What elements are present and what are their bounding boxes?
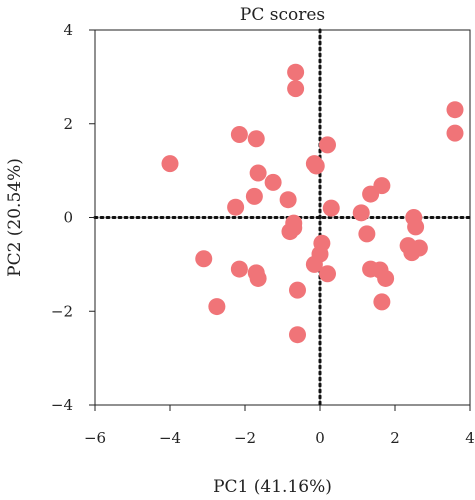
data-point [446, 101, 464, 119]
data-point [322, 199, 340, 217]
x-tick-label: 0 [315, 429, 325, 447]
data-point [373, 293, 391, 311]
y-axis-title: PC2 (20.54%) [5, 158, 25, 277]
x-axis-title: PC1 (41.16%) [213, 477, 332, 497]
data-point [287, 80, 305, 98]
data-point [373, 177, 391, 195]
data-point [195, 250, 213, 268]
x-tick-label: 4 [465, 429, 475, 447]
data-point [247, 130, 265, 148]
y-tick-label: 4 [63, 21, 73, 39]
data-point [410, 239, 428, 257]
y-tick-label: −4 [51, 396, 73, 414]
data-point [377, 269, 395, 287]
y-tick-label: 0 [63, 209, 73, 227]
data-point [446, 124, 464, 142]
data-point [249, 164, 267, 182]
y-tick-label: −2 [51, 302, 73, 320]
data-point [208, 298, 226, 316]
data-points [161, 63, 464, 344]
y-tick-label: 2 [63, 115, 73, 133]
x-tick-label: −6 [84, 429, 106, 447]
data-point [307, 157, 325, 175]
chart-title: PC scores [240, 5, 325, 25]
data-point [264, 173, 282, 191]
data-point [161, 155, 179, 173]
x-axis-ticks: −6 −4 −2 0 2 4 [84, 405, 475, 447]
data-point [313, 234, 331, 252]
data-point [279, 191, 297, 209]
x-tick-label: −4 [159, 429, 181, 447]
data-point [285, 214, 303, 232]
data-point [319, 265, 336, 283]
data-point [289, 326, 306, 344]
data-point [230, 260, 248, 278]
data-point [319, 136, 336, 154]
data-point [249, 269, 267, 287]
y-axis-ticks: −4 −2 0 2 4 [51, 21, 95, 414]
data-point [352, 204, 370, 222]
data-point [289, 281, 306, 299]
data-point [287, 63, 305, 81]
x-tick-label: −2 [234, 429, 256, 447]
data-point [227, 198, 245, 216]
data-point [230, 126, 248, 144]
x-tick-label: 2 [390, 429, 400, 447]
data-point [358, 225, 376, 243]
data-point [245, 187, 263, 205]
data-point [407, 218, 425, 236]
